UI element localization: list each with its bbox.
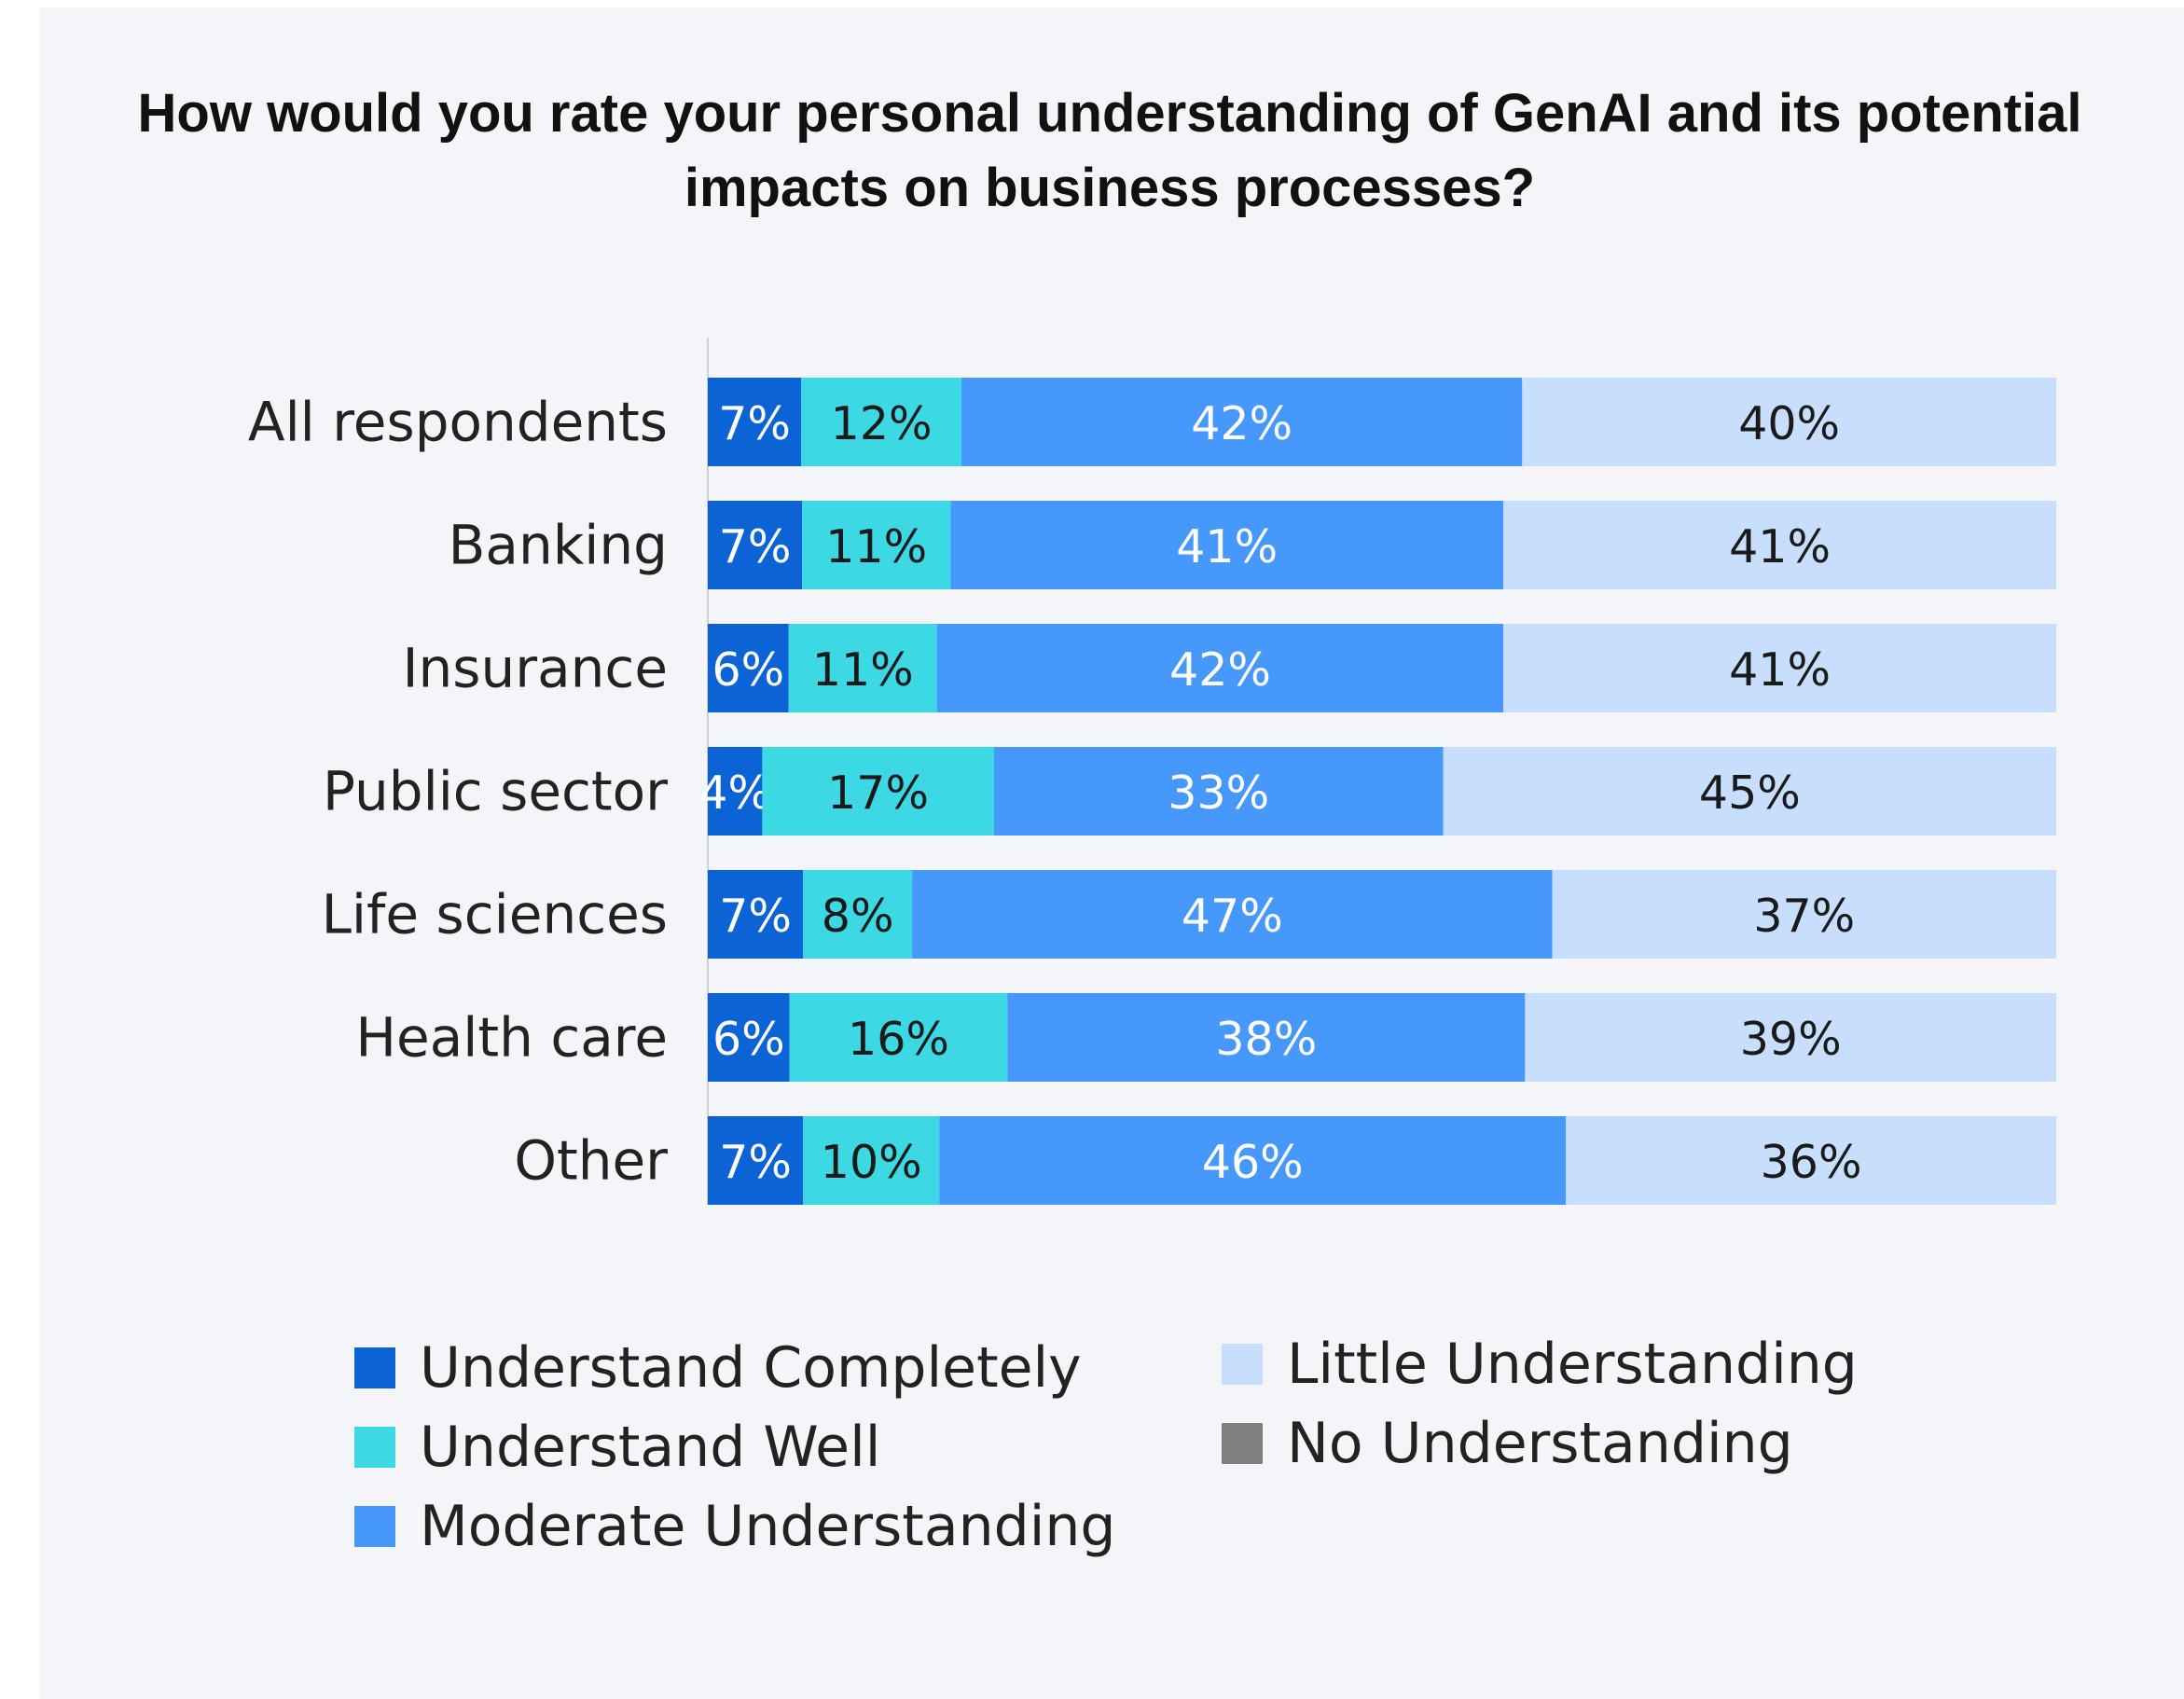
- bar-value-label: 4%: [698, 767, 771, 820]
- bar-segment: [708, 1116, 804, 1205]
- bar-value-label: 10%: [821, 1136, 922, 1189]
- bar-segment: [803, 870, 913, 959]
- category-label: Other: [514, 1129, 668, 1193]
- bar-segment: [708, 624, 789, 712]
- bar-value-label: 8%: [822, 890, 894, 943]
- bar-value-label: 7%: [719, 520, 792, 573]
- bar-segment: [939, 1116, 1567, 1205]
- bar-segment: [912, 870, 1553, 959]
- bar-value-label: 36%: [1761, 1136, 1862, 1189]
- category-label: Public sector: [323, 760, 668, 823]
- category-label: Banking: [449, 514, 668, 577]
- category-label: Health care: [355, 1006, 668, 1070]
- bar-segment: [803, 1116, 940, 1205]
- bar-segment: [1503, 501, 2056, 589]
- bar-value-label: 41%: [1176, 520, 1278, 573]
- bar-segment: [708, 993, 790, 1082]
- bar-segment: [1443, 747, 2056, 836]
- bar-segment: [1503, 624, 2056, 712]
- bar-value-label: 7%: [718, 397, 791, 450]
- bar-value-label: 16%: [848, 1013, 949, 1066]
- bar-value-label: 40%: [1738, 397, 1840, 450]
- bar-segment: [708, 501, 803, 589]
- bar-value-label: 11%: [825, 520, 927, 573]
- bar-segment: [789, 993, 1008, 1082]
- bar-segment: [708, 378, 802, 466]
- bar-value-label: 39%: [1740, 1013, 1842, 1066]
- bar-segment: [708, 747, 763, 836]
- bar-value-label: 41%: [1729, 643, 1831, 697]
- bar-segment: [802, 501, 951, 589]
- bar-segment: [1552, 870, 2056, 959]
- bar-segment: [961, 378, 1523, 466]
- bar-segment: [1007, 993, 1526, 1082]
- bar-segment: [1522, 378, 2056, 466]
- bar-segment: [708, 870, 804, 959]
- bar-value-label: 33%: [1168, 767, 1269, 820]
- chart-panel: [39, 7, 2184, 1699]
- bar-segment: [801, 378, 962, 466]
- bar-value-label: 38%: [1215, 1013, 1317, 1066]
- bars-group: All respondents 7% 12% 42% 40% Banking 7% 11% 41…: [248, 378, 2056, 1205]
- bar-segment: [950, 501, 1504, 589]
- bar-value-label: 17%: [827, 767, 929, 820]
- bar-value-label: 6%: [712, 1013, 785, 1066]
- bar-value-label: 37%: [1753, 890, 1855, 943]
- bar-value-label: 11%: [812, 643, 914, 697]
- bar-value-label: 42%: [1191, 397, 1292, 450]
- bar-segment: [1525, 993, 2056, 1082]
- bar-value-label: 42%: [1169, 643, 1271, 697]
- bar-value-label: 7%: [719, 1136, 792, 1189]
- bar-value-label: 6%: [712, 643, 785, 697]
- chart-title: How would you rate your personal underst…: [137, 83, 2082, 218]
- bar-value-label: 45%: [1699, 767, 1801, 820]
- category-label: Insurance: [402, 637, 668, 700]
- bar-value-label: 12%: [831, 397, 933, 450]
- bar-value-label: 41%: [1729, 520, 1831, 573]
- bar-segment: [993, 747, 1444, 836]
- bar-segment: [1566, 1116, 2056, 1205]
- bar-segment: [762, 747, 994, 836]
- bar-value-label: 7%: [719, 890, 792, 943]
- category-label: All respondents: [248, 391, 668, 454]
- bar-value-label: 46%: [1202, 1136, 1304, 1189]
- bar-segment: [936, 624, 1504, 712]
- bar-value-label: 47%: [1182, 890, 1283, 943]
- category-label: Life sciences: [322, 883, 668, 946]
- bar-segment: [788, 624, 937, 712]
